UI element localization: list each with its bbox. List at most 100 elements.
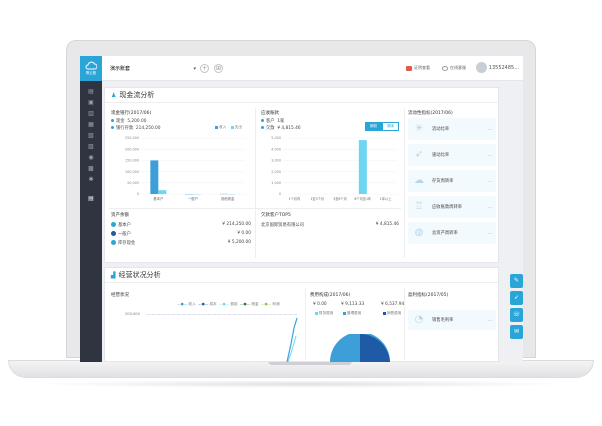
person-icon: ◉: [88, 154, 94, 161]
x-tick-label: 基本户: [153, 196, 163, 201]
ratio-card-assets[interactable]: ◍ 总资产周转率 ···: [408, 222, 496, 244]
x-tick-label: 1至3个月: [310, 197, 324, 201]
verify-label: 证明查看: [414, 65, 430, 70]
x-tick-label: 一般户: [188, 196, 198, 201]
verify-link[interactable]: 证明查看: [406, 65, 430, 71]
expense-value-finance: ¥ 0.00: [313, 302, 327, 307]
expense-pie: [330, 334, 390, 362]
period-toggle: 期初 期末: [365, 122, 400, 131]
laptop-base: [8, 360, 594, 378]
tower-icon: ♖: [414, 201, 424, 212]
chat-button[interactable]: ✉: [510, 325, 523, 339]
phone-button[interactable]: ☏: [510, 308, 523, 322]
bar-chart-icon: ▟: [111, 271, 116, 279]
lightbulb-icon: ☀: [414, 123, 424, 134]
toggle-begin[interactable]: 期初: [365, 122, 383, 131]
ratio-card-receivable[interactable]: ♖ 应收账款周转率 ···: [408, 196, 496, 218]
sidebar-item-assets[interactable]: ▨: [80, 141, 102, 152]
chat-icon: ✉: [513, 328, 520, 335]
bar: [158, 190, 167, 194]
ratio-card-inventory[interactable]: ☁ 存货周转率 ···: [408, 170, 496, 192]
ratios-title: 流动性指标(2017/06): [408, 111, 453, 116]
sidebar-item-vouchers[interactable]: ▤: [80, 86, 102, 97]
y-tick-label: 250,000: [125, 136, 139, 140]
sidebar-item-reports[interactable]: ▩: [80, 163, 102, 174]
cloud-icon: ☁: [414, 175, 424, 186]
rocket-icon: ➶: [414, 149, 424, 160]
user-phone: 13552485...: [488, 64, 519, 71]
y-tick-label: 0: [279, 192, 281, 196]
debt-row: 欠款 ¥ 4,815.46: [261, 125, 301, 131]
gear-icon: ✱: [88, 176, 94, 183]
laptop-shadow: [30, 380, 572, 388]
app-screen: 尊云账 演示账套 ▾ + ⊞ 证明查看 在线客服 13552485... ▤ ▣…: [80, 56, 523, 362]
y-tick-label: 4,000: [271, 147, 281, 151]
legend-income: 收入: [219, 125, 227, 129]
invoice-icon: ▣: [88, 99, 94, 106]
status-line-chart: [286, 317, 298, 362]
cash-row: 现金 5,200.00: [111, 118, 146, 124]
y-tick-label: 2,000: [271, 170, 281, 174]
accounts-title: 资产余额: [111, 213, 129, 218]
chart-icon: ♟: [111, 91, 117, 99]
y-tick-label: 200,000: [125, 147, 139, 151]
sidebar-item-dashboard[interactable]: ▤: [80, 193, 102, 204]
help-icon: [442, 65, 448, 71]
trend-icon: ◔: [414, 314, 424, 325]
user-menu[interactable]: 13552485...: [475, 62, 519, 73]
legend-expense: 支出: [234, 125, 242, 129]
cashflow-panel: ♟ 现金流分析 现金银行(2017/06) 现金 5,200.00 银行存款 2…: [104, 87, 499, 263]
asset-icon: ▨: [88, 143, 94, 150]
cashflow-header: ♟ 现金流分析: [105, 88, 498, 103]
ratio-card-current[interactable]: ☀ 流动比率 ···: [408, 118, 496, 140]
report-icon: ▩: [88, 165, 94, 172]
x-tick-label: 1年以上: [380, 196, 392, 201]
customer-row: 客户 1家: [261, 118, 284, 124]
floating-actions: ✎ ➶ ☏ ✉: [510, 274, 523, 350]
support-link[interactable]: 在线客服: [442, 65, 466, 71]
sidebar-item-settings[interactable]: ✱: [80, 174, 102, 185]
y-tick-label: 100,000: [125, 170, 139, 174]
toggle-end[interactable]: 期末: [382, 122, 400, 131]
globe-icon: ◍: [414, 227, 424, 238]
cloud-icon: [85, 61, 97, 70]
app-logo[interactable]: 尊云账: [80, 56, 102, 81]
ratio-card-quick[interactable]: ➶ 速动比率 ···: [408, 144, 496, 166]
company-select[interactable]: 演示账套 ▾: [110, 63, 196, 74]
receivable-chart: 5,000 4,000 3,000 2,000 1,000 0 1个月内 1至3个月 3至6个月…: [271, 136, 397, 201]
cashflow-title: 现金流分析: [119, 91, 155, 99]
cash-bank-title: 现金银行(2017/06): [111, 111, 152, 116]
y-tick-label: 0: [137, 192, 139, 196]
receivable-title: 应收账款: [261, 111, 279, 116]
sidebar-item-inventory[interactable]: ▧: [80, 130, 102, 141]
chevron-down-icon: ▾: [193, 65, 196, 72]
status-y-tick: 200,000: [125, 312, 140, 316]
dashboard-icon: ▤: [88, 195, 94, 202]
operations-panel: ▟ 经营状况分析 经营状况 —●— 收入 —●— 成本 —●— 费用 —●— 税…: [104, 267, 499, 362]
edit-button[interactable]: ✎: [510, 274, 523, 288]
rocket-icon: ➶: [513, 294, 520, 301]
y-tick-label: 1,000: [271, 181, 281, 185]
profit-card-margin[interactable]: ◔ 销售毛利率 ···: [408, 310, 496, 330]
status-title: 经营状况: [111, 293, 129, 298]
x-tick-label: 1个月内: [289, 196, 301, 201]
grid-button[interactable]: ⊞: [214, 64, 223, 73]
bar: [150, 160, 159, 194]
cash-bank-chart: 250,000 200,000 150,000 100,000 50,000 0 基本户 一般…: [125, 136, 245, 201]
voucher-icon: ▤: [88, 88, 94, 95]
sidebar-item-cash[interactable]: ▦: [80, 119, 102, 130]
sidebar-item-invoices[interactable]: ▣: [80, 97, 102, 108]
logo-text: 尊云账: [85, 71, 97, 75]
add-button[interactable]: +: [200, 64, 209, 73]
phone-icon: ☏: [512, 311, 521, 318]
sidebar-item-payroll[interactable]: ◉: [80, 152, 102, 163]
edit-icon: ✎: [513, 277, 520, 284]
sidebar: ▤ ▣ ▥ ▦ ▧ ▨ ◉ ▩ ✱ ▤: [80, 81, 102, 362]
status-legend: —●— 收入 —●— 成本 —●— 费用 —●— 税金 —●— 利润: [177, 302, 280, 306]
top-customer-row[interactable]: 北京国际贸易有限公司 ¥ 4,815.46: [261, 222, 399, 228]
launch-button[interactable]: ➶: [510, 291, 523, 305]
y-tick-label: 150,000: [125, 159, 139, 163]
sidebar-item-payments[interactable]: ▥: [80, 108, 102, 119]
y-tick-label: 3,000: [271, 159, 281, 163]
x-tick-label: 3至6个月: [333, 197, 347, 201]
